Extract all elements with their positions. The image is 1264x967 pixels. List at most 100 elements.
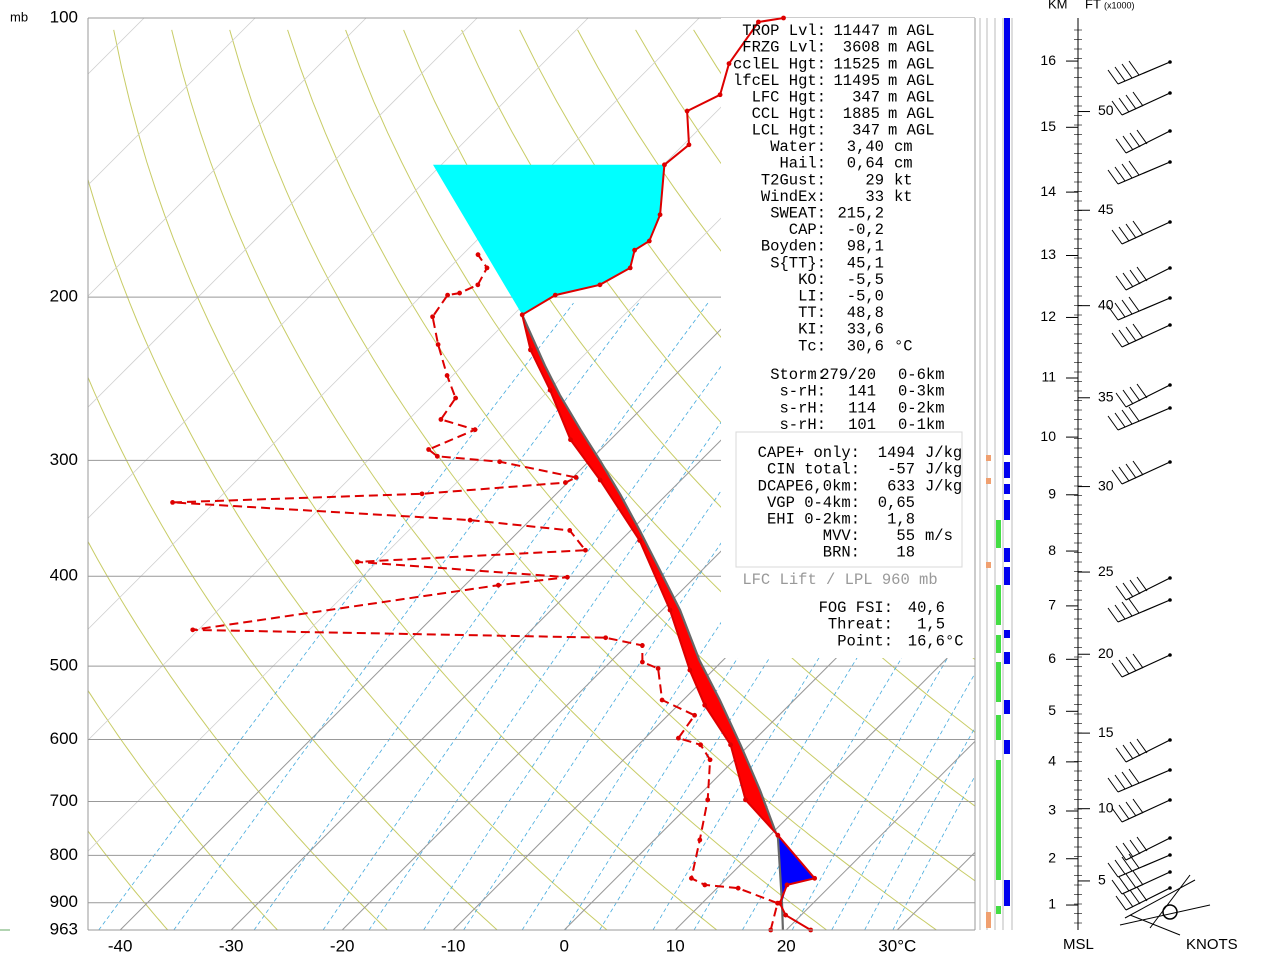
profile-point bbox=[784, 882, 790, 888]
profile-point bbox=[659, 697, 665, 703]
index-value: 347 bbox=[852, 88, 880, 106]
barb-feather bbox=[1111, 469, 1123, 485]
barb-dot bbox=[1168, 886, 1172, 890]
index-label: s-rH: bbox=[779, 383, 826, 401]
profile-point bbox=[484, 265, 490, 271]
y-tick-label: 963 bbox=[50, 919, 78, 938]
cape-area bbox=[522, 314, 778, 839]
y-unit: mb bbox=[10, 9, 28, 24]
index-label: MVV: bbox=[823, 527, 860, 545]
index-value: 33 bbox=[865, 188, 884, 206]
isotherm bbox=[88, 18, 256, 186]
profile-point bbox=[564, 574, 570, 580]
barb-feather bbox=[1136, 836, 1148, 852]
x-tick-label: 30°C bbox=[878, 936, 916, 955]
index-unit: 0-6km bbox=[898, 366, 945, 384]
profile-point bbox=[667, 607, 673, 613]
profile-point bbox=[689, 875, 694, 881]
profile-point bbox=[698, 742, 703, 748]
index-label: SWEAT: bbox=[770, 204, 826, 222]
index-value: 18 bbox=[896, 544, 915, 562]
barb-feather bbox=[1122, 272, 1134, 288]
dry-adiabat bbox=[461, 29, 975, 661]
barb-feather bbox=[1111, 807, 1123, 823]
kft-tick-label: 5 bbox=[1098, 872, 1106, 888]
index-text: TROP Lvl: 11447 m AGL FRZG Lvl: 3608 m AGL ccl… bbox=[733, 22, 964, 650]
barb-dot bbox=[1168, 60, 1172, 64]
barb-feather bbox=[1122, 582, 1134, 598]
index-label: CIN total: bbox=[767, 461, 860, 479]
barb-feather bbox=[1132, 220, 1144, 236]
barb-staff bbox=[1125, 887, 1171, 911]
barb-feather bbox=[1114, 774, 1126, 790]
barb-feather bbox=[1115, 895, 1127, 911]
barb-feather bbox=[1107, 862, 1119, 878]
y-tick-label: 400 bbox=[50, 566, 78, 585]
profile-point bbox=[717, 92, 723, 98]
index-unit: cm bbox=[894, 138, 913, 156]
index-label: TROP Lvl: bbox=[742, 22, 826, 40]
barb-staff bbox=[1125, 837, 1171, 861]
dry-adiabat bbox=[113, 29, 718, 930]
index-label: Tc: bbox=[798, 337, 826, 355]
tropopause-area bbox=[433, 164, 665, 315]
barb-feather bbox=[1132, 91, 1144, 107]
barb-staff bbox=[1121, 654, 1171, 678]
mixing-ratio-line bbox=[173, 302, 639, 930]
mixing-ratio-line bbox=[322, 302, 768, 930]
profile-point bbox=[547, 387, 553, 393]
index-value: 3608 bbox=[843, 39, 880, 57]
profile-point bbox=[637, 538, 643, 543]
index-unit: m AGL bbox=[888, 122, 935, 140]
index-value: 45,1 bbox=[847, 254, 884, 272]
index-value: 30,6 bbox=[847, 337, 884, 355]
index-unit: kt bbox=[894, 188, 913, 206]
barb-feather bbox=[1121, 163, 1133, 179]
wind-barbs bbox=[1107, 60, 1211, 936]
index-value: 29 bbox=[865, 171, 884, 189]
barb-feather bbox=[1115, 275, 1127, 291]
index-value: 101 bbox=[848, 416, 876, 434]
y-tick-label: 800 bbox=[50, 845, 78, 864]
dry-adiabat bbox=[403, 29, 975, 734]
km-tick-label: 7 bbox=[1048, 597, 1056, 613]
index-value: -5,0 bbox=[847, 287, 884, 305]
barb-feather bbox=[1111, 332, 1123, 348]
barb-dot bbox=[1168, 220, 1172, 224]
kft-tick-label: 35 bbox=[1098, 388, 1114, 404]
barb-dot bbox=[1168, 406, 1172, 410]
index-unit: J/kg bbox=[925, 477, 962, 495]
profile-point bbox=[687, 667, 693, 673]
barb-dot bbox=[1168, 768, 1172, 772]
msl-label: MSL bbox=[1063, 936, 1094, 953]
profile-point bbox=[435, 342, 441, 347]
profile-point bbox=[657, 212, 663, 218]
barb-feather bbox=[1132, 653, 1144, 669]
profile-point bbox=[707, 757, 713, 763]
index-value: 11525 bbox=[833, 55, 880, 73]
km-tick-label: 2 bbox=[1048, 849, 1056, 865]
profile-point bbox=[170, 500, 175, 505]
dry-adiabat bbox=[88, 376, 498, 930]
barb-feather bbox=[1121, 856, 1133, 872]
isotherm-grid-line bbox=[785, 740, 975, 930]
barb-dot bbox=[1168, 576, 1172, 580]
index-value: 40,6 bbox=[908, 599, 945, 617]
km-tick-label: 11 bbox=[1041, 369, 1056, 385]
index-label: Threat: bbox=[828, 616, 893, 634]
index-value: 11495 bbox=[833, 72, 880, 90]
barb-feather bbox=[1128, 598, 1140, 614]
index-label: S{TT}: bbox=[770, 254, 826, 272]
barb-feather bbox=[1118, 466, 1130, 482]
profile-point bbox=[472, 427, 478, 433]
barb-dot bbox=[1168, 91, 1172, 95]
index-label: Water: bbox=[770, 138, 826, 156]
profile-point bbox=[597, 477, 603, 483]
index-value: 16,6 bbox=[908, 632, 945, 650]
barb-feather bbox=[1107, 777, 1119, 793]
barb-staff bbox=[1121, 324, 1171, 348]
kft-tick-label: 40 bbox=[1098, 296, 1114, 312]
barb-feather bbox=[1129, 839, 1141, 855]
barb-staff bbox=[1125, 739, 1171, 763]
km-tick-label: 3 bbox=[1048, 802, 1056, 818]
